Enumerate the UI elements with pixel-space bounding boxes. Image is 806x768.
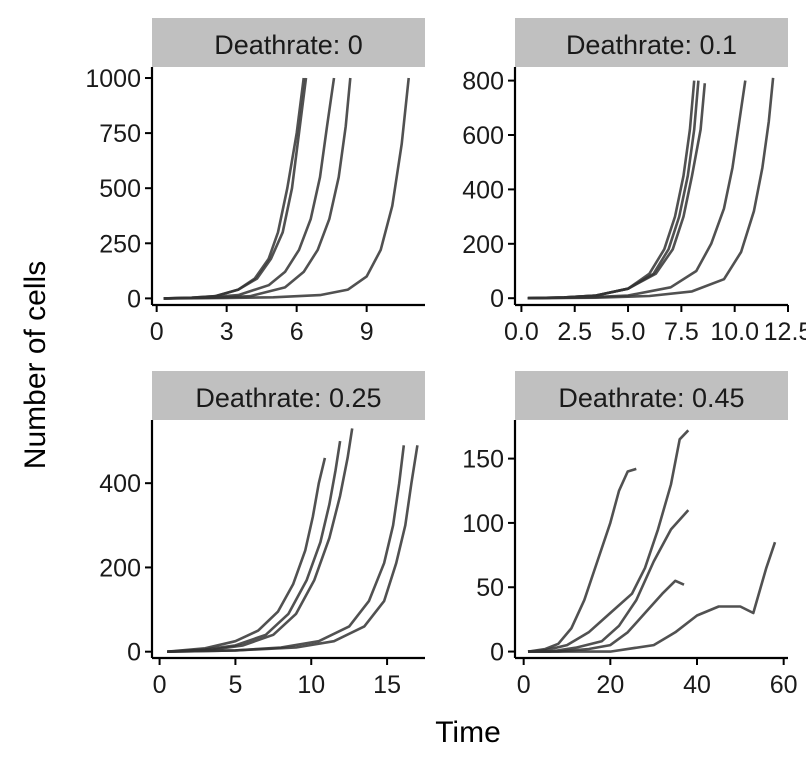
facet-strip xyxy=(515,18,788,67)
series-line-4 xyxy=(163,77,352,300)
series-line-3 xyxy=(527,83,707,300)
x-tick-label: 2.5 xyxy=(557,318,592,346)
x-tick-label: 5 xyxy=(228,671,242,699)
y-tick-label: 0 xyxy=(127,639,141,667)
series-line-2 xyxy=(527,80,700,300)
facet-strip-label: Deathrate: 0.45 xyxy=(558,383,744,413)
panel-1: Deathrate: 0 0 250 500 750 1000 0 3 6 9 xyxy=(85,18,425,346)
x-tick-label: 7.5 xyxy=(664,318,699,346)
facet-strip xyxy=(152,18,425,67)
y-tick-label: 0 xyxy=(490,639,504,667)
y-tick-label: 500 xyxy=(99,175,141,203)
x-tick-label: 9 xyxy=(360,318,374,346)
y-tick-label: 50 xyxy=(476,574,504,602)
series-line-5 xyxy=(167,445,419,653)
y-axis-title: Number of cells xyxy=(19,261,52,469)
x-tick-label: 10 xyxy=(297,671,325,699)
y-tick-label: 0 xyxy=(127,285,141,313)
facet-strip xyxy=(152,371,425,420)
series-line-1 xyxy=(527,467,637,653)
x-tick-label: 3 xyxy=(220,318,234,346)
series-line-5 xyxy=(528,541,777,653)
x-tick-label: 12.5 xyxy=(764,318,806,346)
y-tick-label: 400 xyxy=(99,470,141,498)
x-tick-label: 60 xyxy=(770,671,798,699)
facet-strip-label: Deathrate: 0.1 xyxy=(566,30,737,60)
x-tick-label: 20 xyxy=(596,671,624,699)
y-tick-label: 200 xyxy=(462,231,504,259)
series-line-5 xyxy=(163,77,410,300)
y-tick-label: 250 xyxy=(99,230,141,258)
y-tick-label: 600 xyxy=(462,122,504,150)
series-line-1 xyxy=(167,457,327,653)
x-tick-label: 15 xyxy=(373,671,401,699)
x-tick-label: 0 xyxy=(150,318,164,346)
x-tick-label: 10.0 xyxy=(710,318,759,346)
series-line-2 xyxy=(167,440,342,653)
panel-3: Deathrate: 0.25 0 200 400 0 5 10 15 xyxy=(99,371,425,699)
x-tick-label: 6 xyxy=(290,318,304,346)
panel-2: Deathrate: 0.1 0 200 400 600 800 0.0 2.5 5.0 7.5 1… xyxy=(462,18,806,346)
series-line-2 xyxy=(163,77,308,300)
y-tick-label: 750 xyxy=(99,120,141,148)
y-tick-label: 200 xyxy=(99,554,141,582)
x-tick-label: 5.0 xyxy=(611,318,646,346)
facet-strip-label: Deathrate: 0 xyxy=(214,30,363,60)
series-line-5 xyxy=(527,77,775,300)
y-tick-label: 400 xyxy=(462,176,504,204)
x-tick-label: 0.0 xyxy=(504,318,539,346)
x-tick-label: 0 xyxy=(517,671,531,699)
y-tick-label: 800 xyxy=(462,68,504,96)
series-line-2 xyxy=(527,429,690,653)
panel-4: Deathrate: 0.45 0 50 100 150 0 20 40 60 xyxy=(462,371,798,699)
y-tick-label: 1000 xyxy=(85,65,141,93)
y-tick-label: 150 xyxy=(462,446,504,474)
x-tick-label: 40 xyxy=(683,671,711,699)
series-line-1 xyxy=(527,80,696,300)
facet-strip-label: Deathrate: 0.25 xyxy=(195,383,381,413)
series-line-1 xyxy=(163,77,305,300)
series-line-4 xyxy=(527,80,747,300)
series-line-3 xyxy=(167,428,354,653)
facet-strip xyxy=(515,371,788,420)
y-tick-label: 0 xyxy=(490,285,504,313)
y-tick-label: 100 xyxy=(462,510,504,538)
x-axis-title: Time xyxy=(435,716,501,749)
x-tick-label: 0 xyxy=(153,671,167,699)
